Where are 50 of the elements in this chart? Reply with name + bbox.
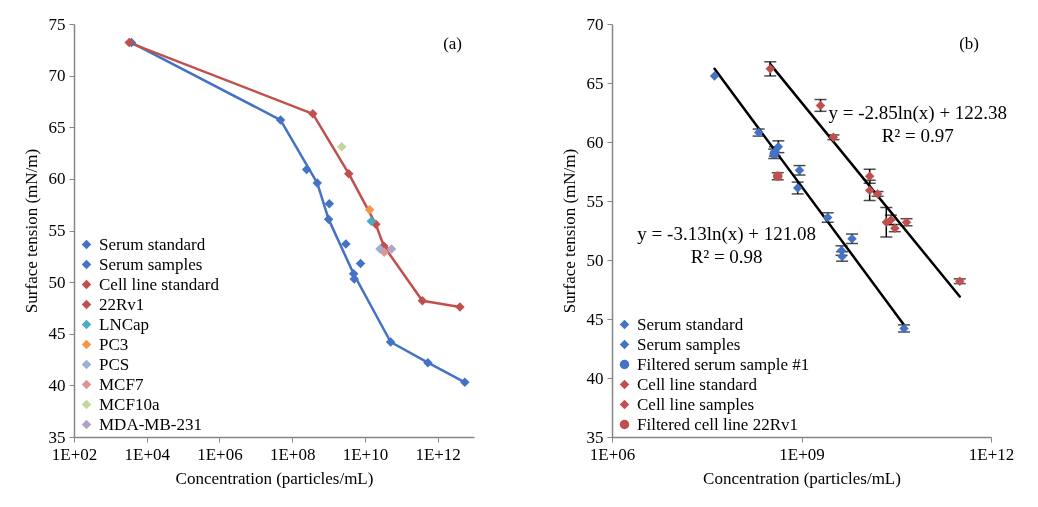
y-tick-label: 65 [586, 73, 604, 93]
legend-label: Filtered cell line 22Rv1 [637, 414, 798, 434]
x-tick-label: 1E+06 [197, 444, 243, 464]
legend-label: LNCap [99, 314, 150, 334]
x-tick-label: 1E+06 [589, 444, 636, 464]
legend-label: Serum standard [637, 314, 744, 334]
legend-label: Cell line standard [99, 274, 220, 294]
x-axis-title: Concentration (particles/mL) [703, 468, 901, 488]
y-tick-label: 45 [586, 309, 604, 329]
legend-label: Cell line standard [637, 374, 758, 394]
y-tick-label: 55 [48, 221, 66, 240]
x-tick-label: 1E+10 [342, 444, 389, 464]
x-tick-label: 1E+02 [51, 444, 98, 464]
legend-label: PCS [99, 354, 130, 374]
annotation: y = -2.85ln(x) + 122.38 R² = 0.97 [828, 102, 1008, 147]
y-tick-label: 40 [48, 375, 66, 395]
y-tick-label: 50 [48, 272, 66, 292]
legend-label: 22Rv1 [99, 294, 145, 314]
y-tick-label: 75 [48, 14, 66, 34]
x-tick-label: 1E+09 [779, 444, 825, 464]
legend-label: MDA-MB-231 [99, 414, 202, 434]
y-tick-label: 35 [48, 427, 66, 447]
y-axis-title: Surface tension (mN/m) [21, 148, 41, 314]
y-axis-title: Surface tension (mN/m) [559, 148, 579, 314]
legend-label: Filtered serum sample #1 [637, 354, 810, 374]
y-tick-label: 70 [586, 14, 604, 34]
legend-label: Serum standard [99, 234, 206, 254]
annotation: (b) [959, 34, 979, 53]
legend-label: PC3 [99, 334, 129, 354]
annotation: y = -3.13ln(x) + 121.08 R² = 0.98 [637, 222, 817, 267]
x-tick-label: 1E+12 [968, 444, 1015, 464]
x-tick-label: 1E+12 [415, 444, 461, 464]
y-tick-label: 65 [48, 117, 66, 137]
y-tick-label: 50 [586, 250, 604, 270]
x-axis-title: Concentration (particles/mL) [175, 468, 374, 488]
y-tick-label: 35 [586, 427, 604, 447]
annotation: (a) [443, 34, 462, 53]
x-tick-label: 1E+08 [269, 444, 316, 464]
legend-label: Serum samples [637, 334, 741, 354]
y-tick-label: 60 [586, 132, 604, 152]
y-tick-label: 60 [48, 169, 66, 189]
x-tick-label: 1E+04 [124, 444, 171, 464]
legend-label: Cell line samples [637, 394, 755, 414]
legend-label: Serum samples [99, 254, 203, 274]
y-tick-label: 55 [586, 191, 604, 211]
y-tick-label: 40 [586, 368, 604, 388]
legend-label: MCF10a [99, 394, 160, 414]
y-tick-label: 45 [48, 324, 66, 344]
legend-label: MCF7 [99, 374, 144, 394]
y-tick-label: 70 [48, 66, 66, 86]
